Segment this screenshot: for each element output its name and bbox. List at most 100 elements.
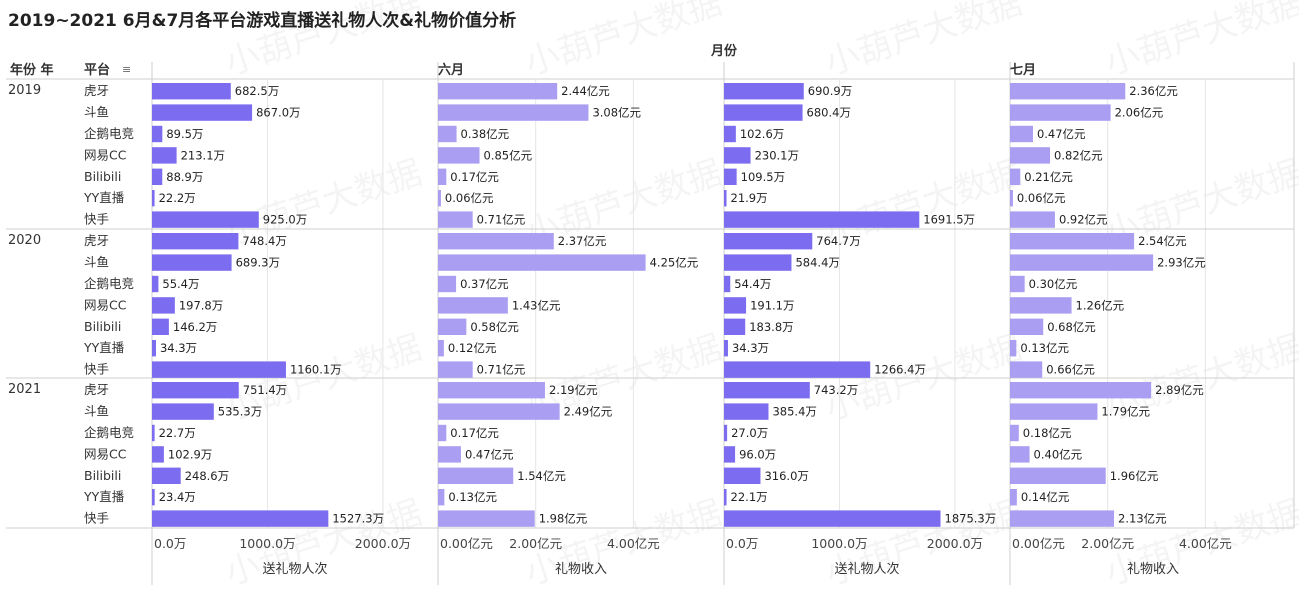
bar [152,125,163,143]
bar [724,104,803,121]
bar [438,361,473,378]
bar [1010,340,1017,357]
data-label: 535.3万 [218,405,262,419]
data-label: 0.47亿元 [465,447,514,461]
bar [1010,446,1030,463]
bar [438,211,473,228]
data-label: 102.6万 [740,127,784,141]
data-label: 689.3万 [236,256,280,270]
watermark: 小葫芦大数据 [820,0,1026,84]
data-label: 2.06亿元 [1115,106,1164,120]
platform-label: Bilibili [84,169,121,184]
bar [152,424,155,442]
data-label: 248.6万 [185,469,229,483]
data-label: 743.2万 [814,383,858,397]
tick-label: 4.00亿元 [607,536,660,551]
month-header: 六月 [438,62,464,78]
data-label: 34.3万 [732,341,769,355]
tick-label: 2.00亿元 [1081,536,1134,551]
data-label: 0.47亿元 [1037,127,1086,141]
bar [438,467,514,484]
watermark: 小葫芦大数据 [520,0,726,84]
data-label: 22.7万 [159,426,196,440]
row-header-platform: 平台 [84,62,110,78]
data-label: 230.1万 [755,148,799,162]
bar [724,340,728,357]
data-label: 0.12亿元 [448,341,497,355]
bar [438,168,447,185]
bar [152,275,159,293]
data-label: 2.37亿元 [558,234,607,248]
data-label: 213.1万 [181,148,225,162]
bar [152,403,214,420]
data-label: 751.4万 [243,383,287,397]
data-label: 88.9万 [166,170,203,184]
bar [152,340,156,357]
tick-label: 4.00亿元 [1179,536,1232,551]
tick-label: 1000.0万 [239,536,295,551]
bar [1010,147,1051,164]
data-label: 2.89亿元 [1155,383,1204,397]
data-label: 0.38亿元 [461,127,510,141]
bar [438,446,461,463]
data-label: 764.7万 [816,234,860,248]
data-label: 55.4万 [162,277,199,291]
data-label: 1.96亿元 [1110,469,1159,483]
bar [438,275,457,293]
bar [724,211,920,228]
bar [152,297,175,314]
tick-label: 0.0万 [154,536,186,551]
data-label: 0.66亿元 [1046,363,1095,377]
bar [1010,254,1154,271]
bar [1010,318,1044,335]
bar [438,489,445,506]
year-label: 2020 [8,233,41,248]
data-label: 0.68亿元 [1047,320,1096,334]
watermark: 小葫芦大数据 [220,0,426,84]
data-label: 23.4万 [159,490,196,504]
bar [152,147,177,164]
bar [1010,104,1111,121]
bar [152,510,329,527]
platform-label: 企鹅电竞 [84,276,134,291]
column-group-label: 月份 [710,43,738,59]
platform-label: 斗鱼 [84,105,109,120]
data-label: 1.98亿元 [539,512,588,526]
bar [438,340,444,357]
data-label: 2.13亿元 [1118,512,1167,526]
bar [724,233,813,250]
bar [438,318,467,335]
data-label: 96.0万 [739,447,776,461]
data-label: 1.54亿元 [517,469,566,483]
bar [724,382,810,399]
bar [1010,125,1033,143]
tick-label: 0.00亿元 [440,536,493,551]
platform-label: 快手 [84,511,109,526]
bar [1010,489,1017,506]
data-label: 89.5万 [166,127,203,141]
data-label: 0.71亿元 [477,363,526,377]
bar [724,361,871,378]
chart-title: 2019~2021 6月&7月各平台游戏直播送礼物人次&礼物价值分析 [8,11,517,31]
platform-label: 企鹅电竞 [84,126,134,141]
data-label: 0.58亿元 [470,320,519,334]
bar [152,211,259,228]
data-label: 102.9万 [168,447,212,461]
data-label: 146.2万 [173,320,217,334]
bar [724,489,727,506]
bar [152,318,169,335]
data-label: 3.08亿元 [592,106,641,120]
bar [438,190,441,207]
tick-label: 0.00亿元 [1012,536,1065,551]
bar [724,446,736,463]
data-label: 0.06亿元 [1017,191,1066,205]
bar [152,489,155,506]
bar [1010,297,1072,314]
bar [438,104,589,121]
data-label: 0.40亿元 [1034,447,1083,461]
data-label: 22.1万 [731,490,768,504]
data-label: 54.4万 [734,277,771,291]
bar [724,190,727,207]
data-label: 2.49亿元 [564,405,613,419]
data-label: 197.8万 [179,298,223,312]
